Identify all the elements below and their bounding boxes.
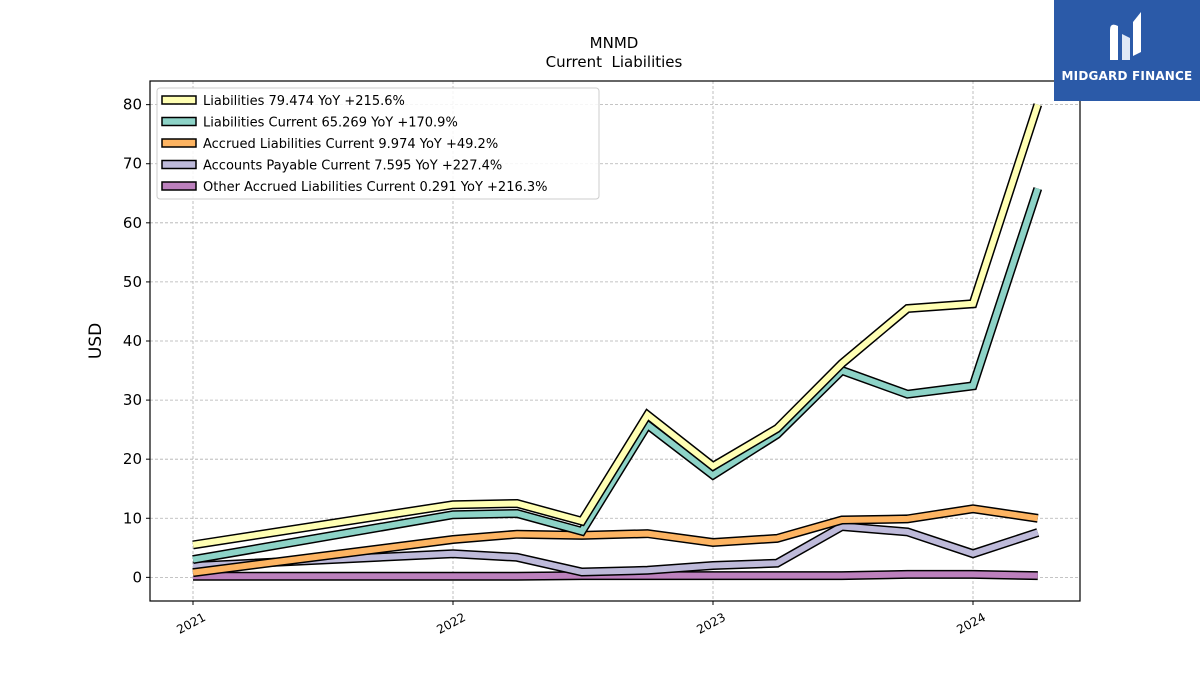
series-liabilities bbox=[192, 103, 1043, 550]
series-accrued-liabilities-current bbox=[192, 504, 1039, 578]
series-line bbox=[192, 505, 1039, 576]
y-tick-label: 70 bbox=[123, 155, 142, 173]
series-other-accrued-liabilities-current bbox=[193, 569, 1038, 581]
series-accounts-payable-current bbox=[192, 521, 1040, 577]
legend-swatch bbox=[161, 181, 197, 191]
x-tick-label: 2022 bbox=[434, 610, 468, 637]
y-tick-label: 50 bbox=[123, 273, 142, 291]
series-lines bbox=[192, 103, 1043, 581]
legend-label: Accrued Liabilities Current 9.974 YoY +4… bbox=[203, 137, 498, 152]
chart-title: MNMD bbox=[590, 34, 639, 52]
legend-swatch bbox=[161, 95, 197, 105]
legend-swatch bbox=[161, 116, 197, 127]
brand-logo: MIDGARD FINANCE bbox=[1054, 0, 1200, 101]
series-line bbox=[192, 187, 1041, 563]
y-tick-label: 80 bbox=[123, 96, 142, 114]
legend-label: Liabilities Current 65.269 YoY +170.9% bbox=[203, 116, 458, 131]
legend-label: Liabilities 79.474 YoY +215.6% bbox=[203, 94, 405, 109]
y-tick-label: 40 bbox=[123, 332, 142, 350]
legend: Liabilities 79.474 YoY +215.6% Liabilitie… bbox=[156, 87, 600, 200]
x-tick-label: 2024 bbox=[954, 610, 988, 637]
series-line bbox=[192, 103, 1041, 548]
y-tick-label: 10 bbox=[123, 509, 142, 527]
midgard-logo-icon bbox=[1110, 12, 1141, 61]
x-tick-label: 2021 bbox=[174, 610, 208, 637]
y-tick-label: 30 bbox=[123, 391, 142, 409]
logo-text: MIDGARD FINANCE bbox=[1061, 69, 1193, 83]
series-outline bbox=[192, 187, 1043, 565]
y-tick-label: 0 bbox=[132, 568, 142, 586]
x-tick-label: 2023 bbox=[694, 610, 728, 637]
y-tick-label: 20 bbox=[123, 450, 142, 468]
chart-subtitle: Current Liabilities bbox=[546, 53, 683, 71]
legend-swatch bbox=[161, 159, 197, 170]
y-tick-label: 60 bbox=[123, 214, 142, 232]
legend-label: Accounts Payable Current 7.595 YoY +227.… bbox=[203, 159, 502, 174]
legend-swatch bbox=[161, 138, 197, 148]
series-liabilities-current bbox=[192, 187, 1043, 565]
y-axis-label: USD bbox=[86, 323, 106, 359]
legend-label: Other Accrued Liabilities Current 0.291 … bbox=[203, 180, 548, 195]
series-line bbox=[192, 523, 1039, 576]
series-line bbox=[193, 571, 1038, 580]
legend-box bbox=[156, 87, 600, 200]
